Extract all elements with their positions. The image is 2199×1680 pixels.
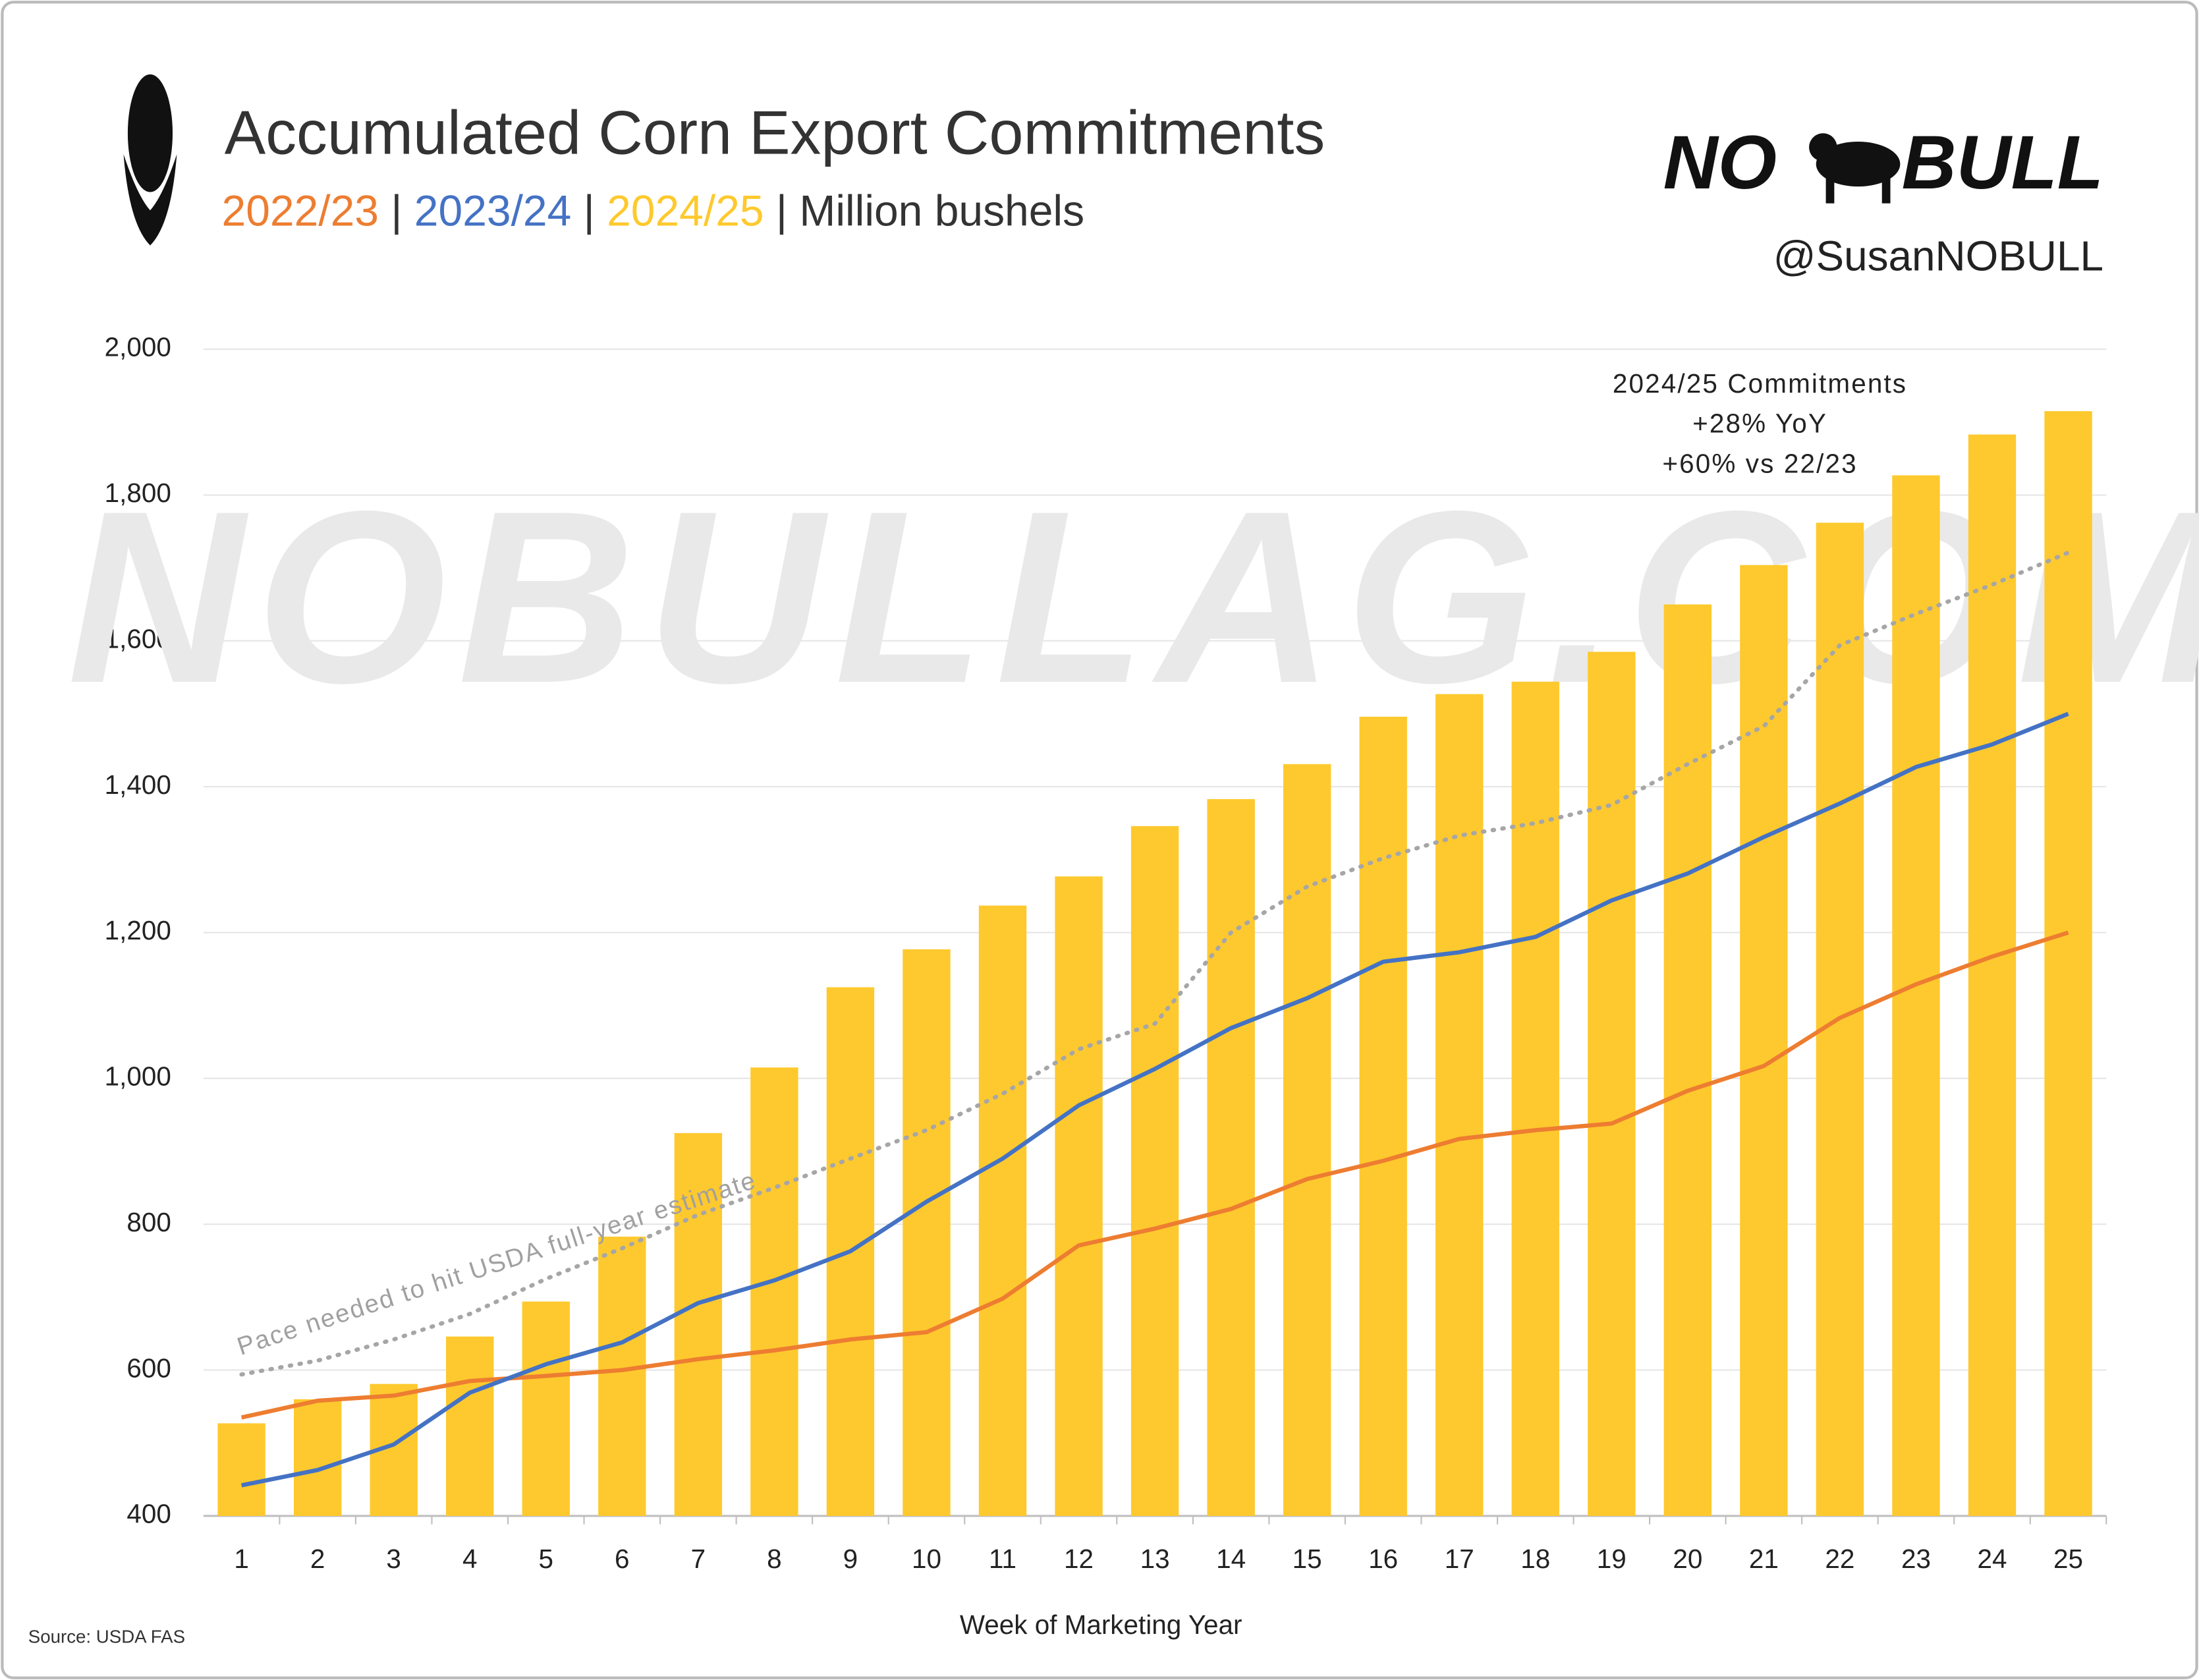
bar: [1588, 652, 1636, 1516]
pace-line: [239, 550, 2071, 1377]
y-tick-label: 600: [126, 1353, 171, 1383]
bar: [1663, 604, 1712, 1516]
x-tick-label: 18: [1520, 1544, 1550, 1574]
handle: @SusanNOBULL: [1773, 233, 2103, 280]
x-tick-label: 24: [1977, 1544, 2007, 1574]
y-tick-label: 400: [126, 1499, 171, 1529]
x-tick-label: 25: [2053, 1544, 2083, 1574]
y-tick-label: 1,600: [105, 623, 171, 654]
series-line: [240, 930, 2069, 1420]
corn-icon: [123, 74, 177, 246]
bar: [1130, 826, 1179, 1516]
x-tick-label: 13: [1140, 1544, 1170, 1574]
chart-title: Accumulated Corn Export Commitments: [225, 98, 1325, 167]
x-tick-label: 2: [310, 1544, 325, 1574]
y-tick-label: 1,000: [105, 1061, 171, 1092]
y-tick-label: 2,000: [105, 332, 171, 362]
bar: [522, 1301, 570, 1516]
legend-entry: 2023/24: [414, 186, 571, 235]
bull-icon: [1809, 133, 1901, 204]
bar: [1283, 764, 1331, 1516]
bar: [1435, 694, 1484, 1516]
bar: [446, 1336, 494, 1516]
bar: [1968, 434, 2017, 1516]
x-tick-label: 11: [989, 1544, 1016, 1574]
bar: [293, 1399, 342, 1516]
x-tick-label: 19: [1597, 1544, 1627, 1574]
x-tick-label: 1: [234, 1544, 248, 1574]
x-tick-label: 9: [843, 1544, 858, 1574]
source: Source: USDA FAS: [28, 1626, 185, 1646]
y-tick-label: 1,400: [105, 770, 171, 800]
separator: |: [391, 186, 402, 235]
bar: [217, 1423, 265, 1516]
legend-entry: 2022/23: [222, 186, 379, 235]
x-tick-label: 16: [1368, 1544, 1398, 1574]
x-tick-label: 4: [462, 1544, 478, 1574]
separator: |: [584, 186, 595, 235]
bar: [1055, 876, 1103, 1516]
annotation: +60% vs 22/23: [1662, 448, 1857, 478]
x-tick-label: 8: [767, 1544, 782, 1574]
bar: [1740, 565, 1788, 1516]
bar: [1892, 475, 1940, 1516]
subtitle: 2022/23 | 2023/24 | 2024/25 | Million bu…: [222, 186, 1085, 235]
bar: [978, 905, 1027, 1516]
x-tick-label: 5: [539, 1544, 554, 1574]
bar: [2044, 411, 2092, 1516]
x-tick-label: 7: [691, 1544, 706, 1574]
x-axis-label: Week of Marketing Year: [960, 1610, 1242, 1640]
legend-entry: 2024/25: [607, 186, 764, 235]
x-tick-label: 3: [386, 1544, 401, 1574]
x-tick-label: 6: [615, 1544, 630, 1574]
x-tick-label: 17: [1445, 1544, 1474, 1574]
x-tick-label: 21: [1749, 1544, 1779, 1574]
annotation: 2024/25 Commitments: [1613, 368, 1907, 399]
watermark: NOBULLAG.COM: [67, 460, 2199, 734]
x-tick-label: 12: [1064, 1544, 1094, 1574]
x-tick-label: 22: [1825, 1544, 1854, 1574]
bar: [1207, 798, 1255, 1516]
y-tick-label: 800: [126, 1207, 171, 1237]
x-tick-label: 23: [1901, 1544, 1931, 1574]
separator: |: [776, 186, 787, 235]
bar: [1511, 681, 1559, 1516]
bar: [598, 1237, 646, 1516]
x-tick-label: 14: [1216, 1544, 1246, 1574]
x-tick-label: 20: [1673, 1544, 1702, 1574]
logo-left: NO: [1663, 121, 1777, 205]
logo-right: BULL: [1902, 121, 2103, 205]
y-tick-label: 1,800: [105, 478, 171, 508]
x-tick-label: 15: [1293, 1544, 1322, 1574]
bar: [750, 1067, 798, 1516]
bar: [1359, 716, 1407, 1516]
series-line: [240, 712, 2069, 1488]
bar: [674, 1133, 723, 1516]
annotation: +28% YoY: [1692, 408, 1827, 439]
bar: [903, 949, 951, 1516]
unit: Million bushels: [799, 186, 1084, 235]
y-tick-label: 1,200: [105, 915, 171, 945]
x-tick-label: 10: [912, 1544, 941, 1574]
